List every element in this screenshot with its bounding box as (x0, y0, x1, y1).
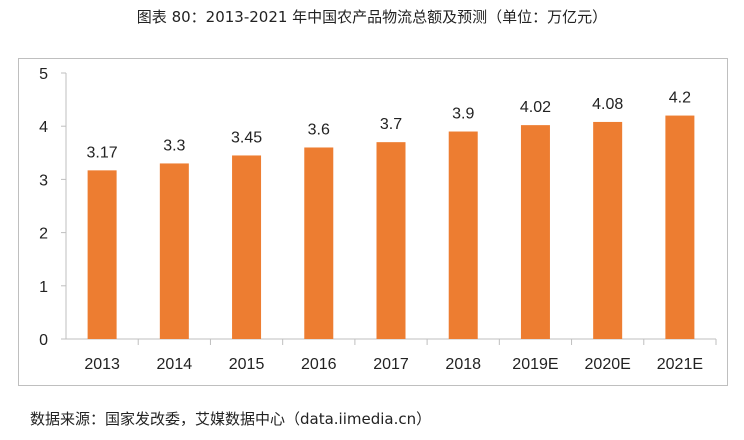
data-label: 4.02 (520, 99, 551, 116)
bar-chart: 0 1 2 3 4 5 3.17 2013 3.3 2014 3.45 2015 3.6 2016 3.7 2… (39, 66, 717, 373)
data-label: 4.2 (669, 90, 691, 107)
y-tick-label: 4 (39, 119, 48, 136)
bar (87, 170, 117, 339)
bar (159, 163, 189, 339)
chart-frame (18, 58, 728, 386)
y-tick-label: 2 (39, 226, 48, 243)
data-label: 3.9 (452, 106, 474, 123)
x-tick-label: 2021E (657, 356, 703, 373)
y-tick-label: 5 (39, 66, 48, 83)
bar (376, 142, 406, 339)
data-label: 3.17 (87, 144, 118, 161)
x-tick-label: 2016 (301, 356, 337, 373)
x-tick-label: 2020E (585, 356, 631, 373)
x-tick-label: 2019E (512, 356, 558, 373)
bar (593, 121, 623, 339)
y-tick-label: 3 (39, 172, 48, 189)
x-tick-label: 2014 (157, 356, 193, 373)
data-label: 3.6 (308, 121, 330, 138)
data-label: 4.08 (592, 96, 623, 113)
bar (665, 115, 695, 339)
data-label: 3.7 (380, 116, 402, 133)
x-tick-label: 2017 (373, 356, 409, 373)
chart-title: 图表 80：2013-2021 年中国农产品物流总额及预测（单位：万亿元） (136, 8, 608, 26)
bar (520, 125, 550, 339)
x-tick-label: 2015 (229, 356, 265, 373)
bar (448, 131, 478, 339)
y-tick-label: 0 (39, 332, 48, 349)
x-tick-label: 2013 (84, 356, 120, 373)
source-note: 数据来源：国家发改委，艾媒数据中心（data.iimedia.cn） (30, 410, 432, 428)
bar (304, 147, 334, 339)
y-tick-label: 1 (39, 279, 48, 296)
bar (232, 155, 262, 339)
data-label: 3.3 (163, 137, 185, 154)
data-label: 3.45 (231, 129, 262, 146)
x-tick-label: 2018 (445, 356, 481, 373)
